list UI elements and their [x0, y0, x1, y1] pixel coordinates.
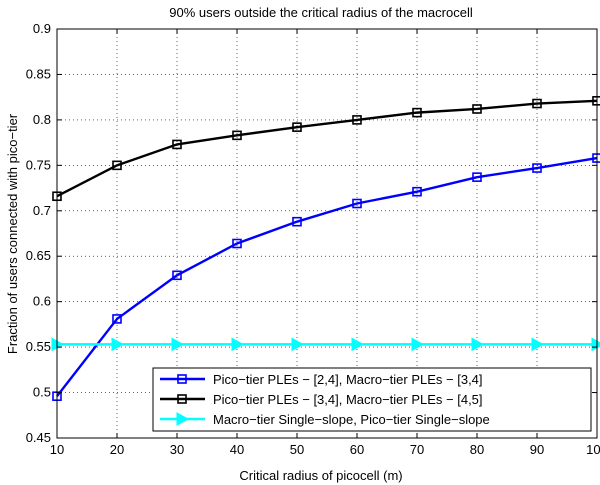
series-1-point [232, 238, 242, 249]
legend-swatch-marker [177, 374, 187, 384]
x-tick-label: 30 [170, 442, 184, 457]
series-2-point [472, 104, 482, 114]
series-2-point [232, 130, 242, 141]
chart-title: 90% users outside the critical radius of… [169, 5, 473, 20]
legend-box [152, 367, 592, 432]
series-2-point [532, 98, 542, 109]
series-1-point [532, 163, 542, 173]
series-3-point [291, 337, 305, 352]
series-3-point [471, 337, 485, 352]
y-tick-label: 0.9 [33, 21, 51, 36]
series-2-point [352, 115, 362, 125]
x-tick-label: 20 [110, 442, 124, 457]
series-1 [52, 153, 600, 401]
y-tick-label: 0.7 [33, 203, 51, 218]
axes-frame [56, 28, 598, 439]
plot-border [56, 28, 598, 439]
series-1-line [56, 156, 598, 397]
series-3-point [111, 337, 125, 352]
series-3 [51, 337, 600, 352]
series-1-point [172, 270, 182, 281]
legend: Pico−tier PLEs − [2,4], Macro−tier PLEs … [152, 367, 592, 432]
series-2-point [412, 107, 422, 118]
x-tick-label: 70 [410, 442, 424, 457]
series-2-point [172, 139, 182, 150]
x-tick-label: 60 [350, 442, 364, 457]
x-tick-label: 50 [290, 442, 304, 457]
legend-label: Macro−tier Single−slope, Pico−tier Singl… [213, 412, 490, 427]
x-tick-label: 80 [470, 442, 484, 457]
series-1-point [412, 186, 422, 197]
series-3-point [591, 337, 600, 352]
series-1-point [472, 172, 482, 182]
y-axis-title: Fraction of users connected with pico−ti… [5, 113, 20, 354]
series-layer [51, 96, 600, 401]
series-2-point [292, 122, 302, 132]
x-axis: 10 20 30 40 50 60 70 80 90 100 [50, 442, 600, 457]
series-1-point [292, 216, 302, 227]
x-axis-title: Critical radius of picocell (m) [239, 468, 402, 483]
y-tick-label: 0.55 [26, 339, 51, 354]
series-3-point [171, 337, 185, 352]
series-3-point [531, 337, 545, 352]
x-tick-label: 90 [530, 442, 544, 457]
y-tick-label: 0.85 [26, 66, 51, 81]
series-3-point [411, 337, 425, 352]
series-1-point [352, 198, 362, 209]
x-tick-label: 40 [230, 442, 244, 457]
x-tick-label: 100 [586, 442, 600, 457]
series-1-point [112, 314, 122, 324]
series-2-line [56, 99, 598, 198]
series-2-point [112, 160, 122, 171]
y-tick-label: 0.6 [33, 294, 51, 309]
y-tick-label: 0.45 [26, 430, 51, 445]
y-tick-label: 0.65 [26, 248, 51, 263]
legend-label: Pico−tier PLEs − [3,4], Macro−tier PLEs … [213, 392, 483, 407]
series-3-point [351, 337, 365, 352]
series-3-point [231, 337, 245, 352]
y-axis: 0.45 0.5 0.55 0.6 0.65 0.7 0.75 0.8 0.85 0.9 [26, 21, 51, 445]
x-tick-label: 10 [50, 442, 64, 457]
legend-label: Pico−tier PLEs − [2,4], Macro−tier PLEs … [213, 372, 483, 387]
y-tick-label: 0.8 [33, 112, 51, 127]
y-tick-label: 0.75 [26, 157, 51, 172]
legend-swatch-marker [176, 412, 190, 426]
y-tick-label: 0.5 [33, 385, 51, 400]
legend-swatch-marker [177, 394, 187, 404]
